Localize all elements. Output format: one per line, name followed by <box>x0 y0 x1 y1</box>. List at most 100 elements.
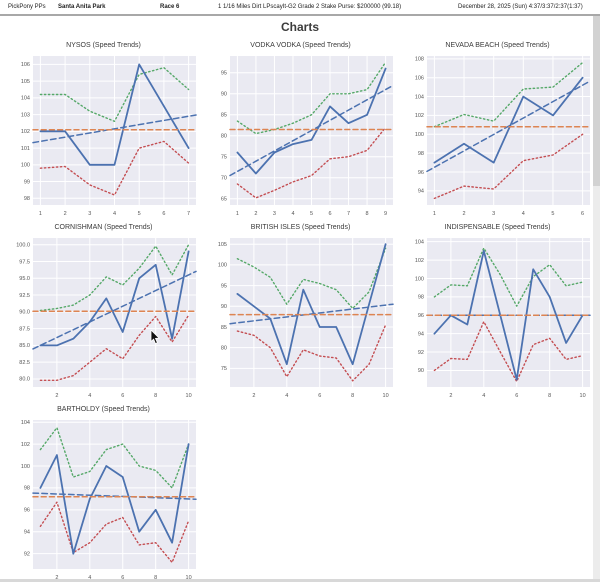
speed-line <box>236 243 387 366</box>
upper-band-line <box>236 61 386 135</box>
x-tick-label: 2 <box>55 575 58 581</box>
y-tick-label: 104 <box>414 94 423 100</box>
y-tick-label: 90 <box>417 368 423 374</box>
speed-line <box>433 76 584 164</box>
header-divider <box>0 14 600 16</box>
y-tick-label: 94 <box>23 530 29 536</box>
chart-cornishman: CORNISHMAN (Speed Trends) 80.0 82.5 85.0 87.… <box>5 222 202 404</box>
x-tick-label: 6 <box>581 211 584 217</box>
y-tick-label: 85.0 <box>19 343 30 349</box>
trend-line <box>228 303 394 325</box>
speed-line <box>39 63 190 166</box>
bottom-scrollbar-track[interactable] <box>0 579 600 582</box>
lower-band-line <box>39 140 189 196</box>
x-tick-label: 7 <box>347 211 350 217</box>
upper-band-line <box>433 61 583 128</box>
scrollbar-thumb[interactable] <box>593 16 600 186</box>
y-tick-label: 92 <box>417 350 423 356</box>
x-tick-label: 10 <box>185 393 191 399</box>
y-tick-label: 90 <box>220 92 226 98</box>
chart-plot: 98 99 100 101 102 103 104 105 106 1 2 3 4 5 6 7 <box>20 56 197 217</box>
y-tick-label: 100 <box>20 163 29 169</box>
x-tick-label: 7 <box>187 211 190 217</box>
lower-band-line <box>236 126 386 199</box>
y-tick-label: 95 <box>220 71 226 77</box>
speed-line <box>433 249 584 381</box>
y-tick-label: 82.5 <box>19 360 30 366</box>
x-tick-label: 2 <box>462 211 465 217</box>
y-tick-label: 108 <box>414 57 423 63</box>
lower-band-line <box>39 501 189 564</box>
y-tick-label: 94 <box>417 189 423 195</box>
y-tick-label: 100 <box>414 132 423 138</box>
app-name: PickPony PPs <box>8 4 46 10</box>
x-tick-label: 3 <box>272 211 275 217</box>
y-tick-label: 85 <box>220 325 226 331</box>
x-tick-label: 5 <box>551 211 554 217</box>
vertical-scrollbar[interactable] <box>593 16 600 582</box>
speed-line <box>236 67 387 175</box>
lower-band-line <box>433 320 583 383</box>
x-tick-label: 4 <box>521 211 524 217</box>
y-tick-label: 90 <box>220 304 226 310</box>
chart-title: BRITISH ISLES (Speed Trends) <box>250 224 351 231</box>
x-tick-label: 2 <box>63 211 66 217</box>
chart-title: VODKA VODKA (Speed Trends) <box>250 42 351 49</box>
y-tick-label: 104 <box>20 96 29 102</box>
chart-title: CORNISHMAN (Speed Trends) <box>54 224 153 231</box>
y-tick-label: 105 <box>20 79 29 85</box>
y-tick-label: 106 <box>414 75 423 81</box>
x-tick-label: 6 <box>121 575 124 581</box>
chart-plot: 94 96 98 100 102 104 106 108 1 2 3 4 5 6 <box>414 56 591 217</box>
y-tick-label: 80 <box>220 345 226 351</box>
y-tick-label: 75 <box>220 155 226 161</box>
race-date: December 28, 2025 (Sun) 4:37/3:37/2:37(1… <box>458 4 583 10</box>
y-tick-label: 102 <box>20 442 29 448</box>
y-tick-label: 95.0 <box>19 276 30 282</box>
x-tick-label: 6 <box>328 211 331 217</box>
x-tick-label: 6 <box>162 211 165 217</box>
y-tick-label: 101 <box>20 146 29 152</box>
track-name: Santa Anita Park <box>58 4 106 10</box>
y-tick-label: 96 <box>417 313 423 319</box>
race-details: 1 1/16 Miles Dirt LPscayIt-G2 Grade 2 St… <box>218 4 402 10</box>
y-tick-label: 100 <box>217 263 226 269</box>
chart-title: NYSOS (Speed Trends) <box>66 42 141 49</box>
x-tick-label: 1 <box>38 211 41 217</box>
x-tick-label: 6 <box>318 393 321 399</box>
x-tick-label: 3 <box>492 211 495 217</box>
x-tick-label: 3 <box>88 211 91 217</box>
x-tick-label: 8 <box>154 575 157 581</box>
upper-band-line <box>236 247 386 310</box>
chart-plot: 90 92 94 96 98 100 102 104 2 4 6 8 10 <box>414 238 591 399</box>
y-tick-label: 98 <box>417 151 423 157</box>
y-tick-label: 96 <box>23 508 29 514</box>
x-tick-label: 5 <box>137 211 140 217</box>
x-tick-label: 2 <box>254 211 257 217</box>
chart-vodka-vodka: VODKA VODKA (Speed Trends) 65 70 75 80 85 90 95… <box>202 40 399 222</box>
x-tick-label: 2 <box>252 393 255 399</box>
y-tick-label: 65 <box>220 197 226 203</box>
upper-band-line <box>39 426 189 489</box>
y-tick-label: 100 <box>414 276 423 282</box>
upper-band-line <box>39 67 189 123</box>
chart-title: BARTHOLDY (Speed Trends) <box>57 406 150 413</box>
y-tick-label: 98 <box>417 295 423 301</box>
x-tick-label: 1 <box>432 211 435 217</box>
y-tick-label: 102 <box>20 129 29 135</box>
y-tick-label: 99 <box>23 179 29 185</box>
x-tick-label: 8 <box>154 393 157 399</box>
x-tick-label: 4 <box>88 393 91 399</box>
y-tick-label: 102 <box>414 258 423 264</box>
race-number: Race 6 <box>160 4 180 10</box>
trend-line <box>31 270 197 350</box>
chart-bartholdy: BARTHOLDY (Speed Trends) 92 94 96 98 100 102 10… <box>5 404 202 582</box>
chart-plot: 80.0 82.5 85.0 87.5 90.0 92.5 95.0 97.5 100.0 2 4 6… <box>16 238 197 399</box>
chart-british-isles: BRITISH ISLES (Speed Trends) 75 80 85 90 95 10… <box>202 222 399 404</box>
upper-band-line <box>433 247 583 307</box>
chart-nevada-beach: NEVADA BEACH (Speed Trends) 94 96 98 100 102 1… <box>399 40 596 222</box>
speed-line <box>39 250 190 347</box>
y-tick-label: 100.0 <box>16 243 30 249</box>
page-title: Charts <box>280 20 319 34</box>
x-tick-label: 4 <box>482 393 485 399</box>
